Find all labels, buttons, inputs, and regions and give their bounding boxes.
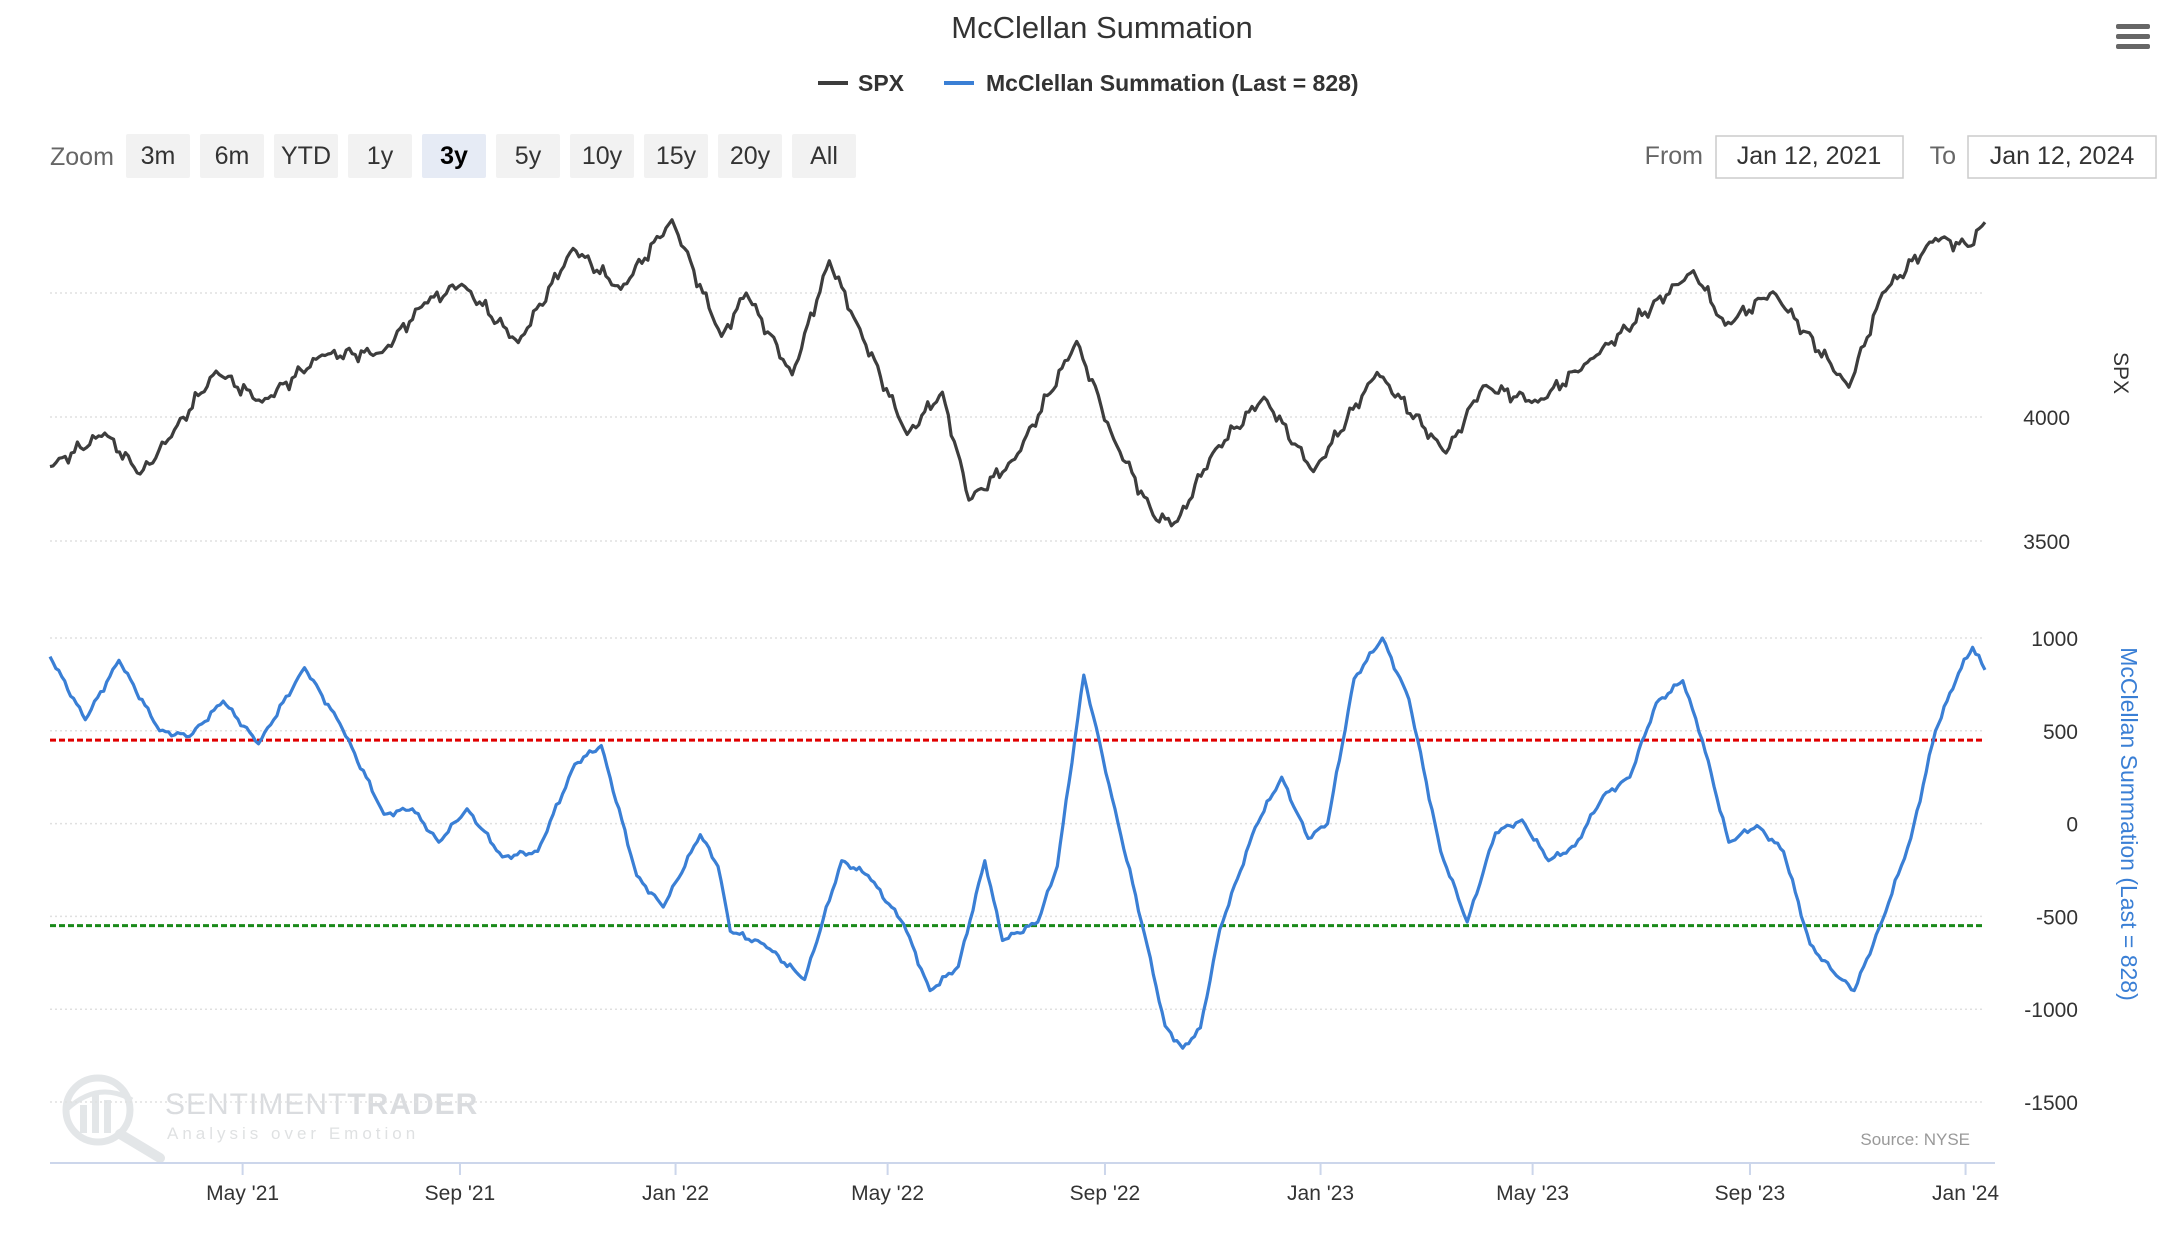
mcclellan-y-tick-label: -1500 [2024, 1092, 2078, 1115]
zoom-button-label: 3y [440, 142, 468, 170]
zoom-button-3m[interactable]: 3m [126, 134, 190, 178]
x-tick-label: Sep '23 [1715, 1182, 1786, 1205]
magnifier-logo-icon [62, 1074, 165, 1163]
source-note: Source: NYSE [1860, 1130, 1970, 1149]
zoom-button-1y[interactable]: 1y [348, 134, 412, 178]
zoom-button-10y[interactable]: 10y [570, 134, 634, 178]
zoom-label: Zoom [50, 143, 114, 171]
x-tick-label: Jan '24 [1932, 1182, 1999, 1205]
sentimentrader-watermark: SENTIMENTTRADER Analysis over Emotion [62, 1074, 478, 1163]
legend-item-mcclellan[interactable]: McClellan Summation (Last = 828) [944, 70, 1359, 96]
from-date-input[interactable]: Jan 12, 2021 [1715, 135, 1904, 179]
legend-label-spx: SPX [858, 70, 905, 96]
x-tick-label: Jan '22 [642, 1182, 709, 1205]
mcclellan-line [48, 636, 1987, 1050]
from-label: From [1645, 142, 1703, 170]
series-lines [48, 218, 1987, 1050]
mcclellan-y-tick-label: 500 [2043, 721, 2078, 744]
mcclellan-y-tick-label: -500 [2036, 906, 2078, 929]
x-tick-label: May '23 [1496, 1182, 1569, 1205]
x-tick-label: Sep '21 [425, 1182, 496, 1205]
zoom-button-5y[interactable]: 5y [496, 134, 560, 178]
x-tick-label: Sep '22 [1070, 1182, 1141, 1205]
legend-label-mcclellan: McClellan Summation (Last = 828) [986, 70, 1359, 96]
y-axes: 3500 4000 -1500 -1000 -500 0 500 1000 [2023, 407, 2078, 1115]
x-tick-label: May '21 [206, 1182, 279, 1205]
grid-lines [50, 292, 1985, 1103]
watermark-brand-part2: TRADER [347, 1088, 478, 1121]
watermark-tagline: Analysis over Emotion [167, 1124, 419, 1143]
to-label: To [1930, 142, 1956, 170]
legend-item-spx[interactable]: SPX [818, 70, 905, 96]
zoom-button-15y[interactable]: 15y [644, 134, 708, 178]
zoom-button-label: All [810, 142, 838, 170]
threshold-lines [50, 738, 1985, 928]
zoom-button-label: 3m [141, 142, 176, 170]
zoom-button-6m[interactable]: 6m [200, 134, 264, 178]
to-date-input[interactable]: Jan 12, 2024 [1967, 135, 2157, 179]
zoom-buttons: 3m 6m YTD 1y 3y 5y 10y 15y 20y All [126, 134, 856, 178]
legend: SPX McClellan Summation (Last = 828) [818, 70, 1359, 96]
mcclellan-y-tick-label: 0 [2066, 814, 2078, 837]
mcclellan-y-tick-label: 1000 [2031, 628, 2078, 651]
mcclellan-axis-title: McClellan Summation (Last = 828) [2116, 647, 2142, 1000]
zoom-button-label: 1y [367, 142, 394, 170]
x-tick-label: Jan '23 [1287, 1182, 1354, 1205]
zoom-button-20y[interactable]: 20y [718, 134, 782, 178]
zoom-button-label: YTD [281, 142, 331, 170]
spx-axis-title: SPX [2109, 352, 2132, 394]
svg-text:SENTIMENTTRADER: SENTIMENTTRADER [165, 1088, 478, 1121]
zoom-button-label: 20y [730, 142, 771, 170]
from-date-value: Jan 12, 2021 [1737, 142, 1882, 170]
watermark-brand-part1: SENTIMENT [165, 1088, 347, 1121]
zoom-button-all[interactable]: All [792, 134, 856, 178]
zoom-button-label: 10y [582, 142, 623, 170]
spx-line [49, 218, 1987, 528]
chart-title: McClellan Summation [951, 10, 1253, 45]
spx-y-tick-label: 4000 [2023, 407, 2070, 430]
hamburger-menu-icon[interactable] [2116, 24, 2150, 49]
zoom-button-label: 6m [215, 142, 250, 170]
to-date-value: Jan 12, 2024 [1990, 142, 2135, 170]
zoom-button-label: 5y [515, 142, 542, 170]
zoom-button-label: 15y [656, 142, 697, 170]
x-tick-label: May '22 [851, 1182, 924, 1205]
x-axis: May '21 Sep '21 Jan '22 May '22 Sep '22 Jan '… [50, 1162, 1999, 1205]
mcclellan-y-tick-label: -1000 [2024, 999, 2078, 1022]
zoom-button-ytd[interactable]: YTD [274, 134, 338, 178]
zoom-button-3y[interactable]: 3y [422, 134, 486, 178]
spx-y-tick-label: 3500 [2023, 531, 2070, 554]
